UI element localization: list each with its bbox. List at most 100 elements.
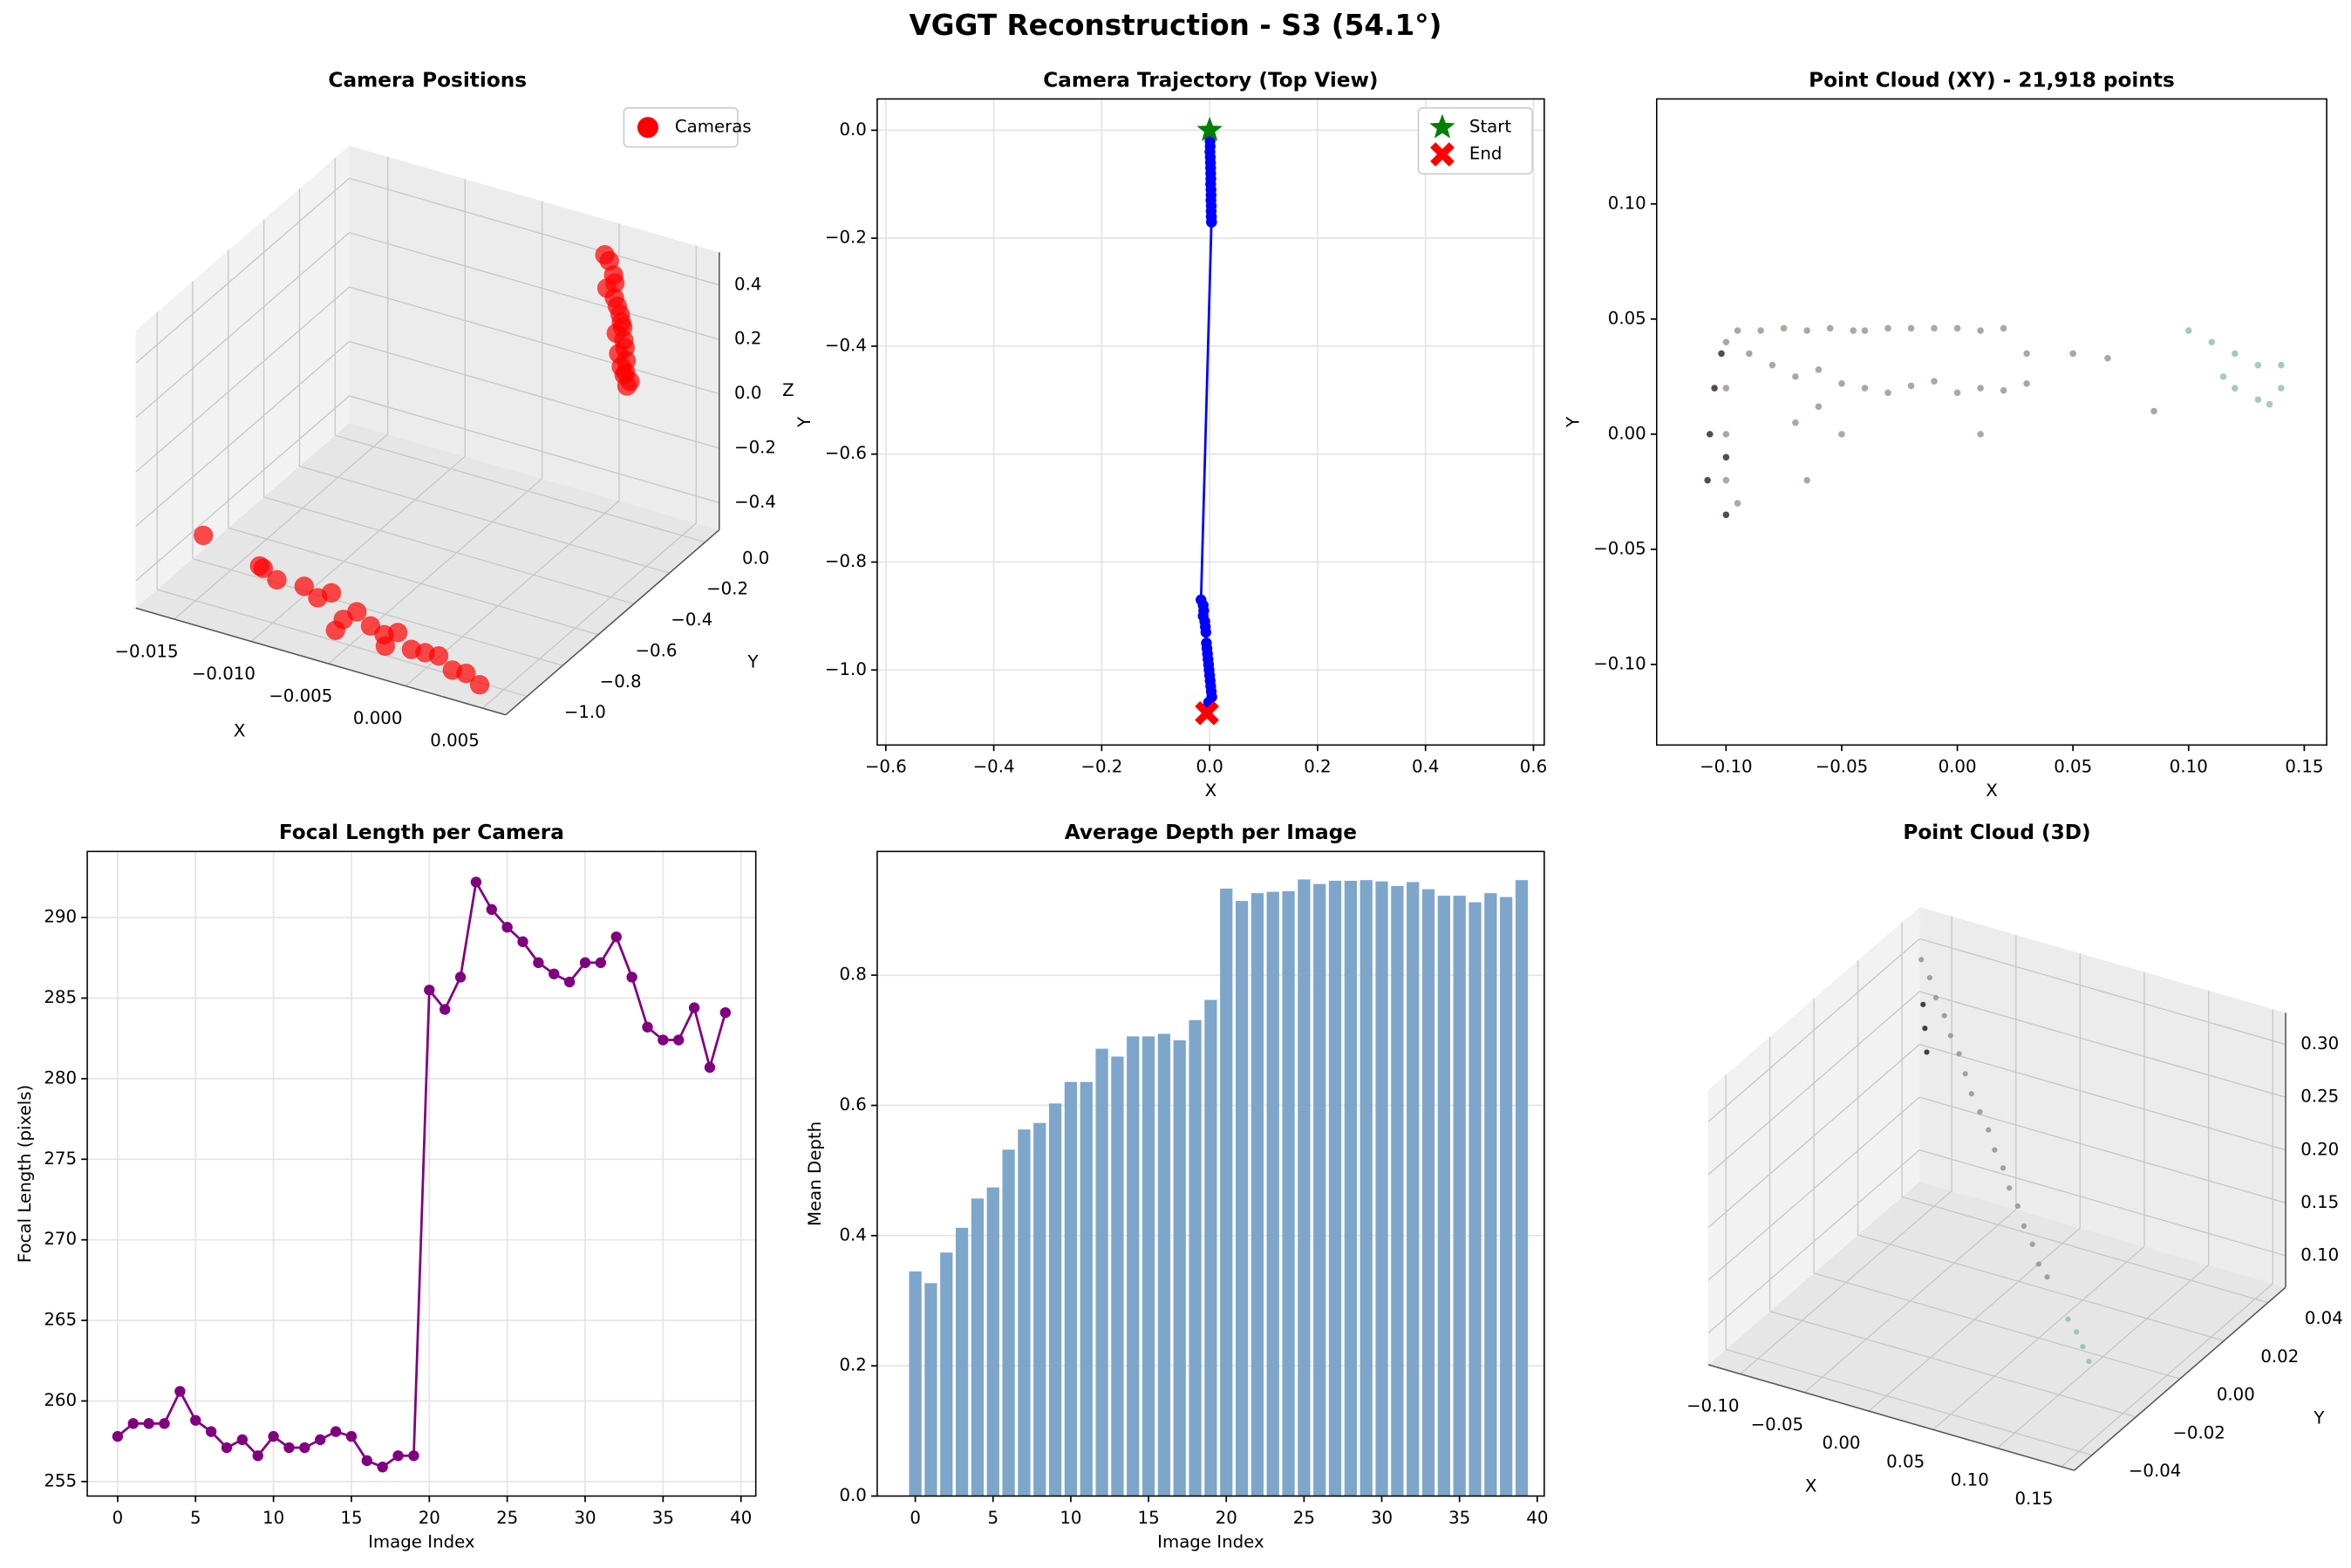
point (2104, 354, 2111, 362)
z-tick-label: 0.10 (2300, 1244, 2339, 1265)
bar (1469, 902, 1482, 1496)
point (2065, 1316, 2071, 1322)
x-tick-label: 40 (1526, 1508, 1548, 1528)
grid-line (1707, 1044, 1920, 1228)
grid-line (135, 177, 351, 365)
x-axis-line (1707, 1364, 2075, 1471)
grid-line (263, 496, 635, 605)
marker (221, 1442, 233, 1454)
marker (719, 1006, 732, 1019)
bar (1064, 1081, 1078, 1496)
bar (1111, 1056, 1124, 1496)
point (1792, 373, 1799, 380)
z-tick-label: 0.30 (2300, 1033, 2339, 1053)
bar (1048, 1103, 1062, 1496)
point (2023, 350, 2030, 358)
grid-line (349, 177, 720, 286)
point (1924, 1049, 1930, 1055)
x-tick-label: 10 (1060, 1508, 1081, 1528)
y-tick-label: 0.0 (839, 119, 866, 140)
point (469, 675, 490, 695)
x-tick-label: 0.0 (1196, 757, 1223, 777)
x-tick-label: 20 (419, 1508, 440, 1528)
bar (1095, 1048, 1108, 1496)
legend-box (623, 106, 739, 148)
grid-line (135, 395, 351, 582)
point (428, 645, 449, 666)
point (1941, 1012, 1947, 1019)
bar (986, 1187, 999, 1496)
x-tick-label: −0.2 (1080, 757, 1122, 777)
x-tick-label: 35 (1448, 1508, 1470, 1528)
point (2080, 1344, 2086, 1350)
marker (236, 1434, 249, 1446)
marker (174, 1386, 186, 1397)
grid-line (1857, 1234, 2225, 1342)
grid-line (192, 558, 563, 666)
y-axis-line (2074, 1286, 2286, 1471)
point (249, 556, 269, 576)
x-tick-label: 40 (730, 1508, 752, 1528)
grid-line (1919, 1096, 2286, 1203)
y-axis-label: Focal Length (pixels) (15, 1085, 35, 1263)
y-tick-label: 0.05 (1608, 308, 1646, 328)
marker (345, 1430, 358, 1442)
point (1986, 1127, 1992, 1133)
x-tick-label: 0.00 (1823, 1433, 1861, 1453)
point (2150, 407, 2157, 415)
y-tick-label: 0.10 (1608, 193, 1646, 213)
point (1757, 327, 1764, 334)
marker (1200, 626, 1212, 638)
marker (143, 1418, 154, 1429)
grid-line (349, 395, 720, 504)
x-tick-label: −0.010 (192, 664, 256, 684)
marker (377, 1462, 388, 1473)
point (2000, 1165, 2007, 1171)
marker (688, 1002, 700, 1013)
z-tick-label: 0.25 (2300, 1087, 2339, 1107)
marker (533, 957, 544, 969)
point (2278, 361, 2285, 369)
x-tick-label: 0 (910, 1508, 921, 1528)
axes-frame (876, 850, 1545, 1497)
point (1926, 974, 1932, 981)
marker (424, 985, 435, 996)
grid-line (299, 465, 670, 574)
z-tick-label: 0.2 (734, 329, 761, 349)
marker (579, 957, 591, 969)
bar (1500, 896, 1513, 1496)
grid-line (135, 286, 351, 473)
x-tick-label: 15 (340, 1508, 362, 1528)
x-tick-label: 0.10 (2170, 757, 2208, 777)
x-tick-label: 35 (652, 1508, 674, 1528)
point (1850, 327, 1857, 334)
axes-frame (876, 98, 1545, 747)
x-tick-label: 0.6 (1520, 757, 1547, 777)
marker-star (1196, 116, 1223, 141)
y-tick-label: 285 (44, 987, 77, 1007)
x-tick-label: 30 (1371, 1508, 1393, 1528)
bar (1453, 896, 1466, 1496)
bar (1250, 893, 1264, 1496)
point (1861, 327, 1869, 334)
point (2254, 396, 2262, 404)
point (2074, 1329, 2080, 1335)
bar (1407, 882, 1420, 1496)
point (294, 576, 314, 597)
marker (637, 117, 658, 139)
y-tick-label: 0.02 (2260, 1346, 2299, 1367)
marker (205, 1426, 217, 1437)
z-tick-label: −0.2 (734, 438, 776, 458)
point (1746, 350, 1753, 358)
marker (127, 1418, 139, 1429)
bar (1204, 999, 1217, 1496)
point (1815, 403, 1823, 410)
bar (1313, 883, 1326, 1496)
point (1722, 431, 1730, 438)
point (2208, 338, 2216, 346)
point (194, 525, 214, 546)
x-tick-label: 0.4 (1412, 757, 1439, 777)
z-tick-label: 0.4 (734, 274, 761, 294)
point (1722, 511, 1730, 519)
y-axis-line (505, 529, 720, 716)
